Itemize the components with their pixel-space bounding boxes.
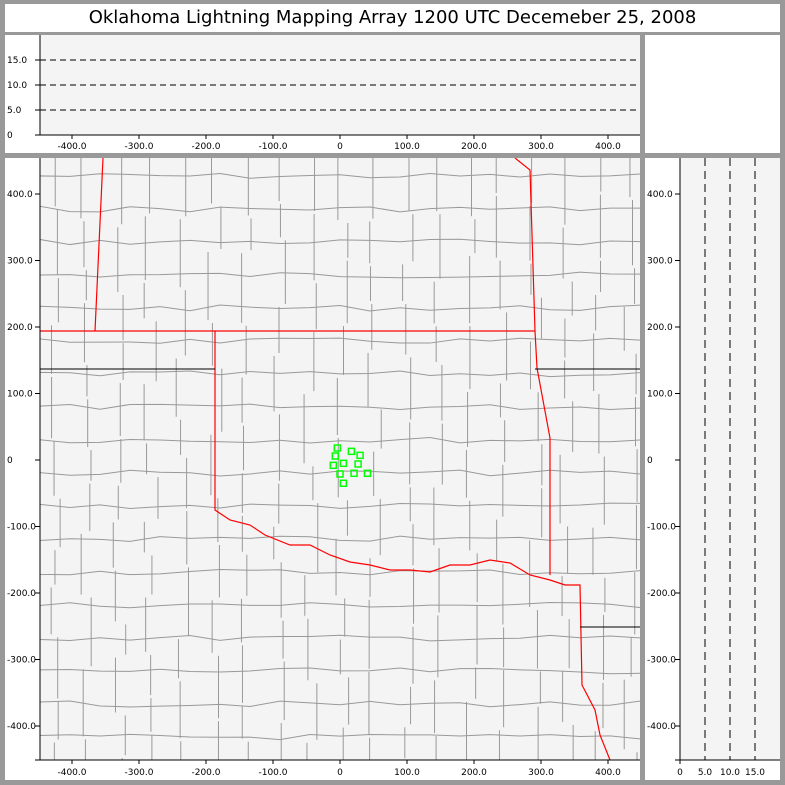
y-tick-label: -200.0: [647, 589, 676, 599]
x-tick-label: 300.0: [528, 768, 554, 778]
county-boundary: [39, 469, 641, 477]
state-border-east: [514, 157, 551, 575]
lightning-source-marker: [339, 459, 348, 468]
x-tick-label: 0: [337, 142, 343, 152]
y-tick-label: -100.0: [7, 523, 36, 533]
y-tick-label: 15.0: [7, 56, 27, 66]
y-tick-label: 300.0: [647, 257, 673, 267]
x-tick-label: -100.0: [258, 142, 287, 152]
y-tick-label: 300.0: [7, 257, 33, 267]
county-boundary: [39, 634, 641, 642]
state-border-other: [40, 368, 640, 628]
y-tick-label: -300.0: [647, 656, 676, 666]
county-boundary: [39, 238, 641, 246]
y-tick-label: 5.0: [7, 106, 22, 116]
y-tick-label: -400.0: [7, 722, 36, 732]
x-tick-label: 100.0: [394, 768, 420, 778]
plan-view-map-panel: 400.0 300.0 200.0 100.0 0 -100.0 -200.0 -300.0 -…: [5, 157, 641, 780]
x-tick-label: -200.0: [191, 142, 220, 152]
x-tick-label: 400.0: [595, 142, 621, 152]
x-tick-label: 200.0: [461, 768, 487, 778]
lightning-source-marker: [336, 470, 344, 478]
x-tick-label: -300.0: [124, 142, 153, 152]
x-tick-label: 100.0: [394, 142, 420, 152]
county-boundary: [39, 304, 641, 312]
y-tick-label: 10.0: [7, 81, 27, 91]
altitude-x-plot: 0 5.0 10.0 15.0 -400.0 -300.0 -200.0 -100.0 0 100…: [7, 35, 640, 152]
altitude-y-plot: 400.0 300.0 200.0 100.0 0 -100.0 -200.0 -300.0 -…: [647, 158, 780, 778]
x-tick-label: 5.0: [698, 768, 713, 778]
lightning-source-marker: [363, 469, 372, 478]
y-tick-label: -400.0: [647, 722, 676, 732]
y-tick-label: 200.0: [7, 323, 33, 333]
county-boundary: [39, 205, 641, 213]
county-boundary: [39, 502, 641, 509]
x-tick-label: 15.0: [745, 768, 765, 778]
y-tick-label: 400.0: [7, 190, 33, 200]
county-lines: [39, 158, 641, 760]
lightning-source-marker: [356, 451, 364, 460]
x-tick-label: -100.0: [258, 768, 287, 778]
y-tick-label: -300.0: [7, 656, 36, 666]
figure-title: Oklahoma Lightning Mapping Array 1200 UT…: [5, 4, 780, 32]
lightning-source-marker: [331, 452, 340, 460]
plan-view-map: 400.0 300.0 200.0 100.0 0 -100.0 -200.0 -300.0 -…: [7, 157, 641, 778]
x-tick-label: 400.0: [595, 768, 621, 778]
x-tick-label: 0: [337, 768, 343, 778]
y-tick-label: 100.0: [7, 390, 33, 400]
x-tick-label: 10.0: [720, 768, 740, 778]
lightning-source-marker: [339, 479, 348, 488]
x-tick-label: 300.0: [528, 142, 554, 152]
altitude-vs-x-panel: 0 5.0 10.0 15.0 -400.0 -300.0 -200.0 -100.0 0 100…: [5, 35, 640, 153]
x-tick-label: 0: [677, 768, 683, 778]
y-tick-label: 0: [647, 456, 653, 466]
county-boundary: [39, 403, 641, 410]
empty-corner-panel: [645, 35, 780, 153]
x-tick-label: -200.0: [191, 768, 220, 778]
lightning-source-marker: [347, 447, 356, 456]
county-boundary: [39, 172, 641, 179]
x-tick-label: 200.0: [461, 142, 487, 152]
y-tick-label: -200.0: [7, 589, 36, 599]
county-boundary: [39, 271, 641, 279]
lightning-source-marker: [333, 444, 342, 452]
altitude-vs-y-panel: 400.0 300.0 200.0 100.0 0 -100.0 -200.0 -300.0 -…: [645, 158, 780, 780]
y-tick-label: -100.0: [647, 523, 676, 533]
y-tick-label: 100.0: [647, 390, 673, 400]
state-border-west: [94, 157, 104, 332]
county-boundary: [39, 733, 641, 741]
lightning-source-marker: [354, 460, 362, 468]
y-tick-label: 0: [7, 131, 13, 141]
x-tick-label: -300.0: [124, 768, 153, 778]
x-tick-label: -400.0: [57, 142, 86, 152]
county-boundary: [39, 535, 641, 542]
county-boundary: [39, 370, 641, 378]
y-tick-label: 0: [7, 456, 13, 466]
lightning-source-marker: [350, 469, 358, 478]
y-tick-label: 200.0: [647, 323, 673, 333]
y-tick-label: 400.0: [647, 190, 673, 200]
lightning-source-marker: [329, 461, 338, 470]
county-boundary: [39, 436, 641, 444]
x-tick-label: -400.0: [57, 768, 86, 778]
state-border-red-river: [214, 331, 611, 761]
